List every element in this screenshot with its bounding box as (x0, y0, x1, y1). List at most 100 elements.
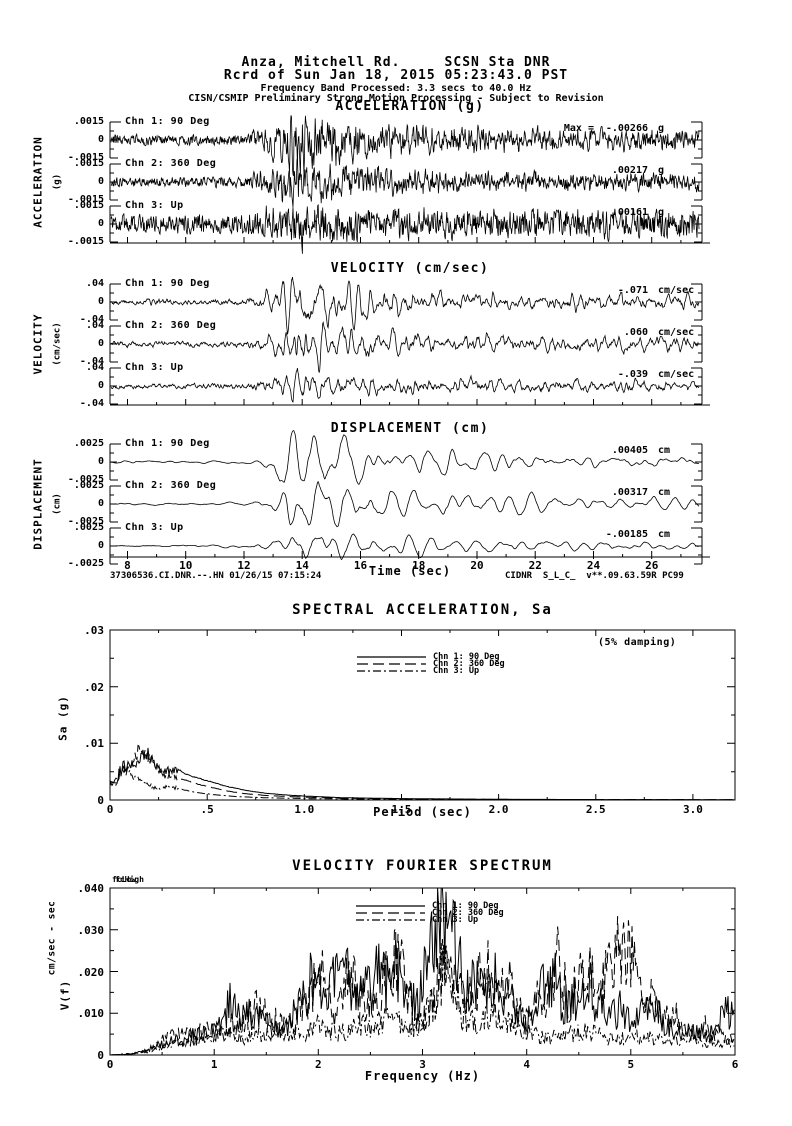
time-tick-label: 24 (586, 559, 601, 572)
scale-tick-label: .0025 (73, 438, 104, 449)
sa-title: SPECTRAL ACCELERATION, Sa (292, 602, 553, 618)
channel-label: Chn 1: 90 Deg (125, 116, 210, 127)
peak-value: .00161 (611, 207, 648, 218)
scale-tick-label: .0015 (73, 158, 104, 169)
scale-tick-label: -.0025 (67, 474, 104, 485)
acceleration-title: ACCELERATION (g) (335, 99, 485, 114)
strip-left-axis (109, 325, 121, 363)
time-axis (110, 551, 710, 559)
peak-unit: cm (658, 487, 671, 498)
time-axis (110, 237, 710, 244)
fourier-ylabel: V(f) (58, 979, 72, 1011)
peak-value: -.00185 (605, 529, 648, 540)
fourier-ytick-label: .010 (77, 1007, 105, 1021)
fourier-ytick-label: .040 (77, 882, 105, 895)
strip-right-axis (691, 163, 703, 201)
scale-tick-label: 0 (97, 218, 104, 229)
channel-label: Chn 2: 360 Deg (125, 480, 217, 491)
fourier-xtick-label: 3 (419, 1058, 426, 1071)
time-tick-label: 12 (237, 559, 251, 572)
peak-prefix: Max = (563, 123, 594, 134)
fourier-legend-label: Chn 3: Up (432, 915, 479, 925)
fourier-series-2 (110, 916, 735, 1056)
peak-value: -.00266 (605, 123, 648, 134)
spectrum-frame (109, 887, 736, 1056)
time-tick-label: 18 (412, 559, 426, 572)
peak-value: .00405 (611, 445, 648, 456)
strip-left-axis (109, 283, 121, 321)
strip-left-axis (109, 121, 121, 159)
fourier-legend-label: Chn 1: 90 Deg (432, 901, 499, 911)
scale-tick-label: -.0015 (67, 236, 104, 247)
peak-value: .00217 (611, 165, 648, 176)
channel-label: Chn 1: 90 Deg (125, 278, 210, 289)
acceleration-trace (110, 204, 700, 254)
strip-left-axis (109, 443, 121, 481)
time-tick-label: 20 (470, 559, 484, 572)
peak-unit: cm (658, 445, 671, 456)
fourier-xlabel: Frequency (Hz) (364, 1069, 481, 1083)
fourier-title: VELOCITY FOURIER SPECTRUM (292, 858, 553, 874)
sa-ylabel: Sa (g) (56, 695, 70, 741)
channel-label: Chn 1: 90 Deg (125, 438, 210, 449)
strip-left-axis (109, 527, 121, 565)
sa-legend-label: Chn 2: 360 Deg (433, 659, 505, 669)
fourier-xtick-label: 0 (106, 1058, 114, 1071)
damping-note: (5% damping) (598, 637, 677, 648)
time-axis (110, 399, 710, 406)
sa-xtick-label: 2.5 (585, 803, 606, 816)
processing-note: CISN/CSMIP Preliminary Strong Motion Pro… (188, 93, 604, 104)
record-id-footer: 37306536.CI.DNR.--.HN 01/26/15 07:15:24 (110, 571, 322, 581)
channel-label: Chn 3: Up (125, 522, 184, 533)
scale-tick-label: .0025 (73, 480, 104, 491)
sa-xtick-label: 1.5 (391, 803, 412, 816)
strip-right-axis (691, 485, 703, 523)
sa-legend-label: Chn 3: Up (433, 666, 480, 676)
fourier-xtick-label: 1 (210, 1058, 218, 1071)
scale-tick-label: -.04 (79, 314, 104, 325)
strip-right-axis (691, 283, 703, 321)
sa-series-1 (109, 747, 734, 801)
spectrum-frame (109, 629, 736, 801)
fourier-xtick-label: 2 (315, 1058, 322, 1071)
scale-tick-label: .04 (85, 278, 104, 289)
peak-value: -.039 (617, 369, 648, 380)
sa-legend-label: Chn 1: 90 Deg (433, 652, 500, 662)
scale-tick-label: 0 (97, 456, 104, 467)
displacement-trace (111, 533, 700, 561)
scale-tick-label: .04 (85, 320, 104, 331)
time-tick-label: 10 (179, 559, 193, 572)
scale-tick-label: 0 (97, 296, 104, 307)
scale-tick-label: 0 (97, 498, 104, 509)
scale-tick-label: 0 (97, 338, 104, 349)
strip-right-axis (691, 325, 703, 363)
peak-unit: g (658, 165, 665, 176)
fourier-ytick-label: 0 (97, 1049, 104, 1062)
fc-label: fcHigh (115, 875, 144, 884)
channel-label: Chn 3: Up (125, 362, 184, 373)
channel-label: Chn 2: 360 Deg (125, 320, 217, 331)
peak-unit: cm/sec (658, 327, 695, 338)
strip-right-axis (691, 205, 703, 243)
scale-tick-label: -.04 (79, 356, 104, 367)
scale-tick-label: 0 (97, 134, 104, 145)
acceleration-trace (110, 157, 700, 208)
velocity-trace (110, 320, 700, 373)
fourier-xtick-label: 5 (627, 1058, 635, 1071)
time-tick-label: 22 (528, 559, 542, 572)
strip-left-axis (109, 367, 121, 405)
time-tick-label: 8 (124, 559, 131, 572)
time-tick-label: 26 (645, 559, 659, 572)
channel-label: Chn 2: 360 Deg (125, 158, 217, 169)
peak-value: .00317 (611, 487, 648, 498)
sa-xlabel: Period (sec) (373, 805, 472, 819)
peak-unit: g (658, 207, 665, 218)
peak-value: -.071 (617, 285, 648, 296)
scale-tick-label: .04 (85, 362, 104, 373)
frequency-band-note: Frequency Band Processed: 3.3 secs to 40… (260, 83, 532, 94)
sa-ytick-label: 0 (97, 794, 104, 807)
scale-tick-label: -.0025 (67, 558, 104, 569)
fourier-legend-label: Chn 2: 360 Deg (432, 908, 504, 918)
